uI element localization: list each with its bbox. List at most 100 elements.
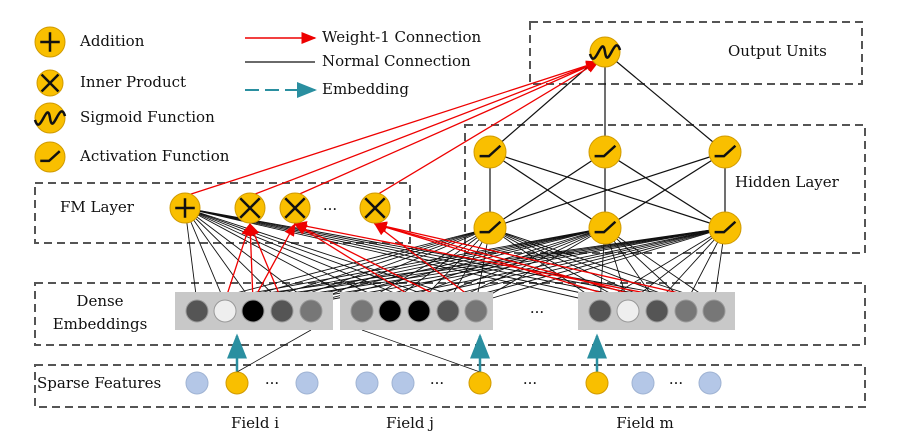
sparse-unit [185,371,209,395]
connection [184,207,391,304]
connection [252,222,296,302]
connection [184,207,283,304]
icon [479,144,502,158]
node [34,141,66,173]
connection [418,227,726,304]
sparse-unit [295,371,319,395]
sparse-unit [225,371,249,395]
connection [184,207,198,304]
field-label: Field i [231,414,279,432]
ellipsis: ··· [523,374,537,392]
connection [184,207,254,304]
connection [184,207,226,304]
ellipsis: ··· [430,374,444,392]
connection [293,223,420,302]
fm-label: FM Layer [60,198,135,216]
sparse-box [34,364,866,408]
icon [594,220,617,234]
field-label: Field j [386,414,434,432]
legend-text: Inner Product [80,73,186,91]
node [708,135,742,169]
embedding-unit [674,299,698,323]
connection [604,227,715,304]
connection [249,222,283,302]
icon [284,197,306,219]
legend-text: Sigmoid Function [80,108,215,126]
hidden-label: Hidden Layer [735,173,840,191]
connection [447,227,726,304]
connection [293,223,449,302]
connection [361,227,491,304]
embedding-unit [241,299,265,323]
embedding-unit [350,299,374,323]
fm-box [34,182,411,244]
embedding-unit [270,299,294,323]
connection [373,222,658,302]
connection [373,221,715,302]
embedding-unit [464,299,488,323]
connection [604,151,726,229]
icon [33,110,67,126]
icon [175,198,195,218]
icon [594,144,617,158]
icon [239,197,261,219]
connection [196,227,606,304]
connection [281,227,606,304]
connection [249,61,600,197]
ellipsis: ··· [323,200,337,218]
sparse-unit [585,371,609,395]
hidden-box [464,124,866,254]
legend-text: Embedding [322,80,409,98]
ellipsis: ··· [669,374,683,392]
node [473,135,507,169]
connection [373,223,477,302]
connection [184,60,600,197]
connection [374,61,600,197]
legend-text: Activation Function [79,147,230,165]
output-label: Output Units [728,42,827,60]
connection [224,222,252,302]
icon [714,144,737,158]
connection [224,227,726,304]
legend-text: Weight-1 Connection [322,28,482,46]
connection [361,227,726,304]
connection [373,222,629,302]
sparse-unit [355,371,379,395]
connection [245,222,256,302]
icon [364,197,386,219]
connection [184,207,420,304]
node [588,211,622,245]
connection [604,227,687,304]
node [708,211,742,245]
icon [40,150,61,163]
dense-label: Embeddings [53,315,148,333]
connection [184,207,312,304]
connection [310,227,726,304]
icon [714,220,737,234]
sparse-unit [698,371,722,395]
connection [184,207,715,304]
connection [475,227,726,304]
embedding-unit [407,299,431,323]
ellipsis: ··· [265,374,279,392]
embedding-unit [185,299,209,323]
output-box [529,21,863,85]
connection [184,207,449,304]
connection [293,221,687,302]
dense-box [34,282,866,346]
connection [389,227,491,304]
connection [224,227,606,304]
connection [184,207,477,304]
icon [40,32,60,52]
embedding-unit [378,299,402,323]
connection [604,51,726,153]
icon [40,73,60,93]
sparse-unit [631,371,655,395]
sparse-label: Sparse Features [37,374,161,392]
sparse-unit [391,371,415,395]
embedding-unit [588,299,612,323]
sparse-unit [468,371,492,395]
embedding-unit [436,299,460,323]
connection [489,151,606,229]
